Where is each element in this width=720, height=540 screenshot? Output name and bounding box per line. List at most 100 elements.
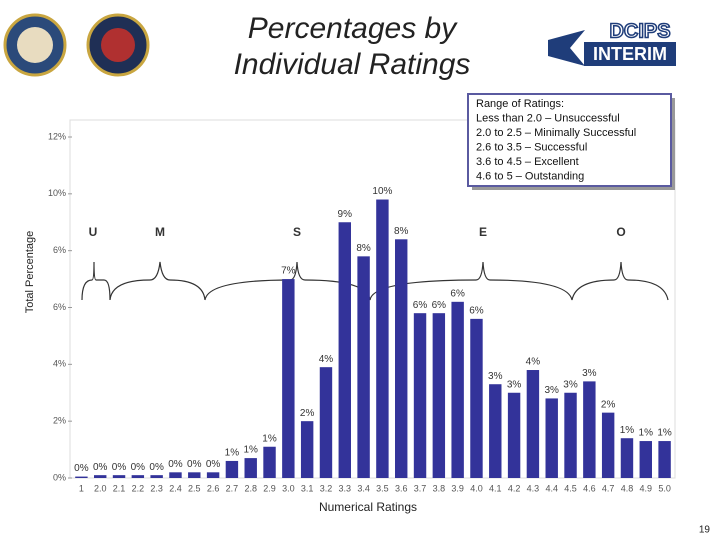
y-tick-label: 10%: [48, 188, 66, 198]
value-label: 3%: [582, 368, 597, 379]
value-label: 0%: [168, 459, 183, 470]
x-tick-label: 3.0: [282, 483, 295, 493]
bar: [244, 458, 257, 478]
bar: [526, 370, 540, 478]
x-axis-label: Numerical Ratings: [319, 500, 417, 514]
x-tick-label: 4.3: [527, 483, 540, 493]
bar: [94, 475, 107, 478]
chart-title: Individual Ratings: [234, 48, 471, 81]
x-tick-label: 2.4: [169, 483, 182, 493]
y-tick-label: 6%: [53, 302, 66, 312]
x-tick-label: 1: [79, 483, 84, 493]
logo-star: [548, 30, 585, 66]
x-tick-label: 4.6: [583, 483, 596, 493]
value-label: 0%: [93, 462, 108, 473]
x-tick-label: 3.8: [433, 483, 446, 493]
value-label: 6%: [432, 300, 447, 311]
bar: [489, 384, 502, 478]
bar: [432, 313, 446, 478]
bar: [470, 318, 483, 478]
legend-text: 2.6 to 3.5 – Successful: [476, 141, 587, 153]
value-label: 1%: [262, 433, 277, 444]
x-tick-label: 4.7: [602, 483, 615, 493]
value-label: 1%: [657, 428, 672, 439]
value-label: 0%: [131, 462, 146, 473]
value-label: 4%: [319, 354, 334, 365]
bar: [131, 475, 145, 478]
legend-box: [467, 93, 672, 187]
bar: [601, 412, 615, 478]
legend-text: Less than 2.0 – Unsuccessful: [476, 112, 620, 124]
seal-center: [17, 27, 53, 63]
x-tick-label: 3.1: [301, 483, 314, 493]
page-number: 19: [699, 525, 711, 536]
value-label: 0%: [112, 462, 127, 473]
x-tick-label: 3.9: [451, 483, 464, 493]
x-tick-label: 4.4: [545, 483, 558, 493]
logo-band: [584, 42, 676, 66]
x-tick-label: 3.5: [376, 483, 389, 493]
x-tick-label: 2.3: [150, 483, 163, 493]
x-tick-label: 4.0: [470, 483, 483, 493]
x-tick-label: 2.1: [113, 483, 126, 493]
value-label: 8%: [394, 226, 409, 237]
bar: [150, 475, 163, 478]
bar: [75, 476, 88, 478]
y-axis-label: Total Percentage: [24, 231, 36, 314]
value-label: 6%: [469, 306, 484, 317]
bar: [169, 472, 182, 478]
x-tick-label: 3.3: [339, 483, 352, 493]
value-label: 3%: [488, 371, 503, 382]
x-tick-label: 3.2: [320, 483, 333, 493]
x-tick-label: 3.4: [357, 483, 370, 493]
value-label: 7%: [281, 266, 296, 277]
value-label: 0%: [206, 459, 221, 470]
chart-title: Percentages by: [248, 12, 458, 45]
x-tick-label: 2.0: [94, 483, 107, 493]
value-label: 0%: [74, 463, 89, 474]
annotation: U: [89, 225, 98, 239]
value-label: 1%: [225, 448, 240, 459]
legend-text: 4.6 to 5 – Outstanding: [476, 170, 584, 182]
annotation: E: [479, 225, 487, 239]
bar: [658, 441, 671, 478]
value-label: 6%: [450, 288, 465, 299]
value-label: 3%: [544, 385, 559, 396]
value-label: 10%: [372, 186, 392, 197]
rating-braces: [81, 261, 669, 301]
value-label: 8%: [356, 243, 371, 254]
x-tick-label: 4.5: [564, 483, 577, 493]
y-tick-label: 4%: [53, 359, 66, 369]
bar: [620, 438, 634, 478]
x-tick-label: 4.1: [489, 483, 502, 493]
value-label: 0%: [187, 459, 202, 470]
y-tick-label: 6%: [53, 245, 66, 255]
bar: [395, 239, 408, 478]
bar: [564, 392, 577, 478]
bar: [319, 367, 333, 478]
bar: [451, 301, 464, 478]
x-tick-label: 4.2: [508, 483, 521, 493]
bar: [376, 199, 389, 478]
logo-text: DCIPS: [609, 20, 670, 42]
value-label: 4%: [526, 357, 541, 368]
annotation: M: [155, 225, 165, 239]
logo-text: INTERIM: [593, 44, 667, 64]
annotation: O: [616, 225, 625, 239]
x-tick-label: 2.9: [263, 483, 276, 493]
value-label: 3%: [507, 379, 522, 390]
bar: [357, 256, 370, 478]
bar: [639, 441, 652, 478]
value-label: 2%: [300, 408, 315, 419]
seal-center: [101, 28, 135, 62]
bar: [413, 313, 427, 478]
x-tick-label: 2.2: [132, 483, 145, 493]
bar: [206, 472, 220, 478]
bar: [282, 279, 295, 478]
x-tick-label: 5.0: [658, 483, 671, 493]
value-label: 3%: [563, 379, 578, 390]
x-tick-label: 2.5: [188, 483, 201, 493]
value-label: 9%: [338, 209, 353, 220]
